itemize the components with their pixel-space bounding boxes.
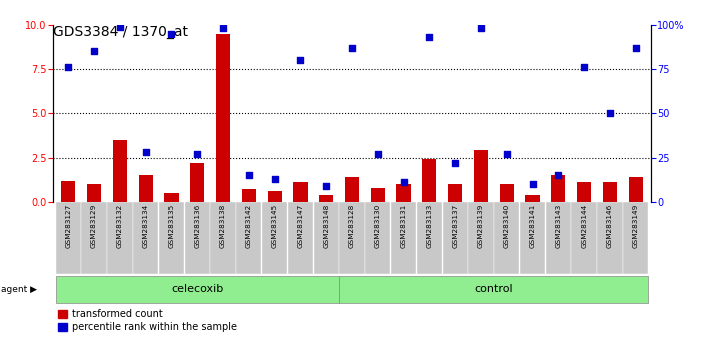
Point <box>114 24 125 29</box>
Point <box>450 160 461 166</box>
Point <box>346 45 358 51</box>
Text: GSM283131: GSM283131 <box>401 204 407 248</box>
Bar <box>294 182 308 202</box>
Text: GSM283149: GSM283149 <box>633 204 639 248</box>
Bar <box>82 202 107 274</box>
Bar <box>184 202 210 274</box>
Bar <box>494 202 520 274</box>
Bar <box>216 34 230 202</box>
Bar <box>164 193 179 202</box>
Bar <box>159 202 184 274</box>
Bar <box>520 202 545 274</box>
Text: GDS3384 / 1370_at: GDS3384 / 1370_at <box>53 25 188 39</box>
Bar <box>262 202 287 274</box>
Text: GSM283146: GSM283146 <box>607 204 613 248</box>
Bar <box>107 202 132 274</box>
Text: GSM283139: GSM283139 <box>478 204 484 248</box>
Point <box>191 151 203 157</box>
Point <box>372 151 384 157</box>
Point <box>553 172 564 178</box>
Bar <box>139 175 153 202</box>
Point <box>243 172 254 178</box>
Bar <box>87 184 101 202</box>
Text: GSM283147: GSM283147 <box>297 204 303 248</box>
Text: GSM283143: GSM283143 <box>555 204 561 248</box>
Bar <box>288 202 313 274</box>
Bar <box>365 202 391 274</box>
Text: agent ▶: agent ▶ <box>1 285 37 294</box>
Bar <box>61 181 75 202</box>
Point <box>218 25 229 31</box>
Bar <box>133 202 158 274</box>
Point <box>269 176 280 182</box>
Bar <box>113 140 127 202</box>
Bar <box>448 184 463 202</box>
Text: control: control <box>474 284 513 294</box>
Text: GSM283134: GSM283134 <box>143 204 149 248</box>
Point <box>501 151 513 157</box>
Point <box>89 48 100 54</box>
Text: GSM283140: GSM283140 <box>504 204 510 248</box>
Point <box>579 64 590 70</box>
Bar <box>371 188 385 202</box>
Text: GSM283144: GSM283144 <box>581 204 587 248</box>
Text: GSM283127: GSM283127 <box>65 204 71 248</box>
Bar <box>546 202 571 274</box>
Bar <box>319 195 333 202</box>
Bar <box>443 202 468 274</box>
Point <box>527 181 538 187</box>
Point <box>604 110 615 116</box>
Text: GSM283132: GSM283132 <box>117 204 123 248</box>
Text: GSM283141: GSM283141 <box>529 204 536 248</box>
Bar <box>241 189 256 202</box>
Point <box>166 31 177 36</box>
Text: GSM283138: GSM283138 <box>220 204 226 248</box>
Bar <box>190 163 204 202</box>
Bar <box>468 202 494 274</box>
Bar <box>525 195 540 202</box>
Text: GSM283135: GSM283135 <box>168 204 175 248</box>
Point <box>424 34 435 40</box>
Text: GSM283129: GSM283129 <box>91 204 97 248</box>
Point <box>475 25 486 31</box>
Point <box>398 179 409 185</box>
Bar <box>391 202 416 274</box>
Bar <box>572 202 597 274</box>
Bar <box>422 159 436 202</box>
Text: GSM283128: GSM283128 <box>349 204 355 248</box>
Bar <box>345 177 359 202</box>
Point <box>320 183 332 189</box>
Bar <box>339 276 648 303</box>
Bar <box>500 184 514 202</box>
Bar <box>597 202 622 274</box>
Bar <box>236 202 261 274</box>
Point <box>295 57 306 63</box>
Bar <box>56 202 81 274</box>
Text: GSM283148: GSM283148 <box>323 204 329 248</box>
Bar <box>210 202 236 274</box>
Text: GSM283136: GSM283136 <box>194 204 200 248</box>
Bar <box>603 182 617 202</box>
Bar <box>396 184 410 202</box>
Bar <box>474 150 488 202</box>
Text: GSM283142: GSM283142 <box>246 204 252 248</box>
Bar <box>577 182 591 202</box>
Bar <box>417 202 442 274</box>
Bar <box>339 202 365 274</box>
Legend: transformed count, percentile rank within the sample: transformed count, percentile rank withi… <box>58 309 237 332</box>
Text: GSM283133: GSM283133 <box>427 204 432 248</box>
Text: GSM283137: GSM283137 <box>452 204 458 248</box>
Bar <box>551 175 565 202</box>
Point <box>630 45 641 51</box>
Bar <box>629 177 643 202</box>
Point <box>140 149 151 155</box>
Bar <box>623 202 648 274</box>
Text: GSM283130: GSM283130 <box>375 204 381 248</box>
Text: GSM283145: GSM283145 <box>272 204 277 248</box>
Bar <box>268 191 282 202</box>
Bar <box>313 202 339 274</box>
Bar <box>56 276 339 303</box>
Text: celecoxib: celecoxib <box>171 284 223 294</box>
Point <box>63 64 74 70</box>
